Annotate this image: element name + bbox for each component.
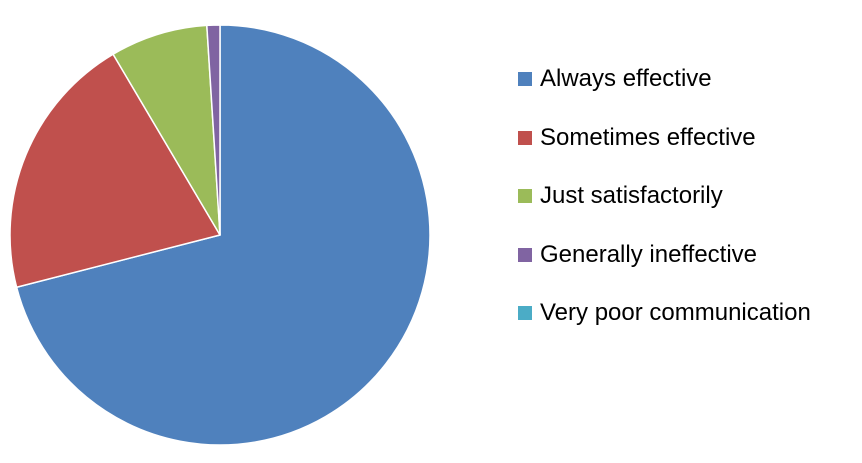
legend-label: Sometimes effective — [540, 123, 756, 151]
legend-label: Very poor communication — [540, 299, 811, 327]
pie-slice-always-effective — [15, 24, 431, 446]
legend-item-just-satisfactorily: Just satisfactorily — [518, 167, 811, 226]
legend-label: Always effective — [540, 65, 712, 93]
legend-swatch — [518, 306, 532, 321]
legend-item-very-poor-communication: Very poor communication — [518, 284, 811, 343]
legend-swatch — [518, 189, 532, 204]
legend-item-generally-ineffective: Generally ineffective — [518, 226, 811, 285]
legend-swatch — [518, 247, 532, 262]
chart-legend: Always effective Sometimes effective Just … — [518, 50, 811, 343]
pie-slice-just-satisfactorily — [112, 24, 221, 236]
legend-item-always-effective: Always effective — [518, 50, 811, 109]
legend-swatch — [518, 130, 532, 145]
legend-item-sometimes-effective: Sometimes effective — [518, 109, 811, 168]
legend-label: Just satisfactorily — [540, 182, 723, 210]
pie-slice-sometimes-effective — [9, 53, 221, 288]
legend-swatch — [518, 72, 532, 87]
legend-label: Generally ineffective — [540, 240, 758, 268]
pie-slice-generally-ineffective — [206, 24, 221, 236]
